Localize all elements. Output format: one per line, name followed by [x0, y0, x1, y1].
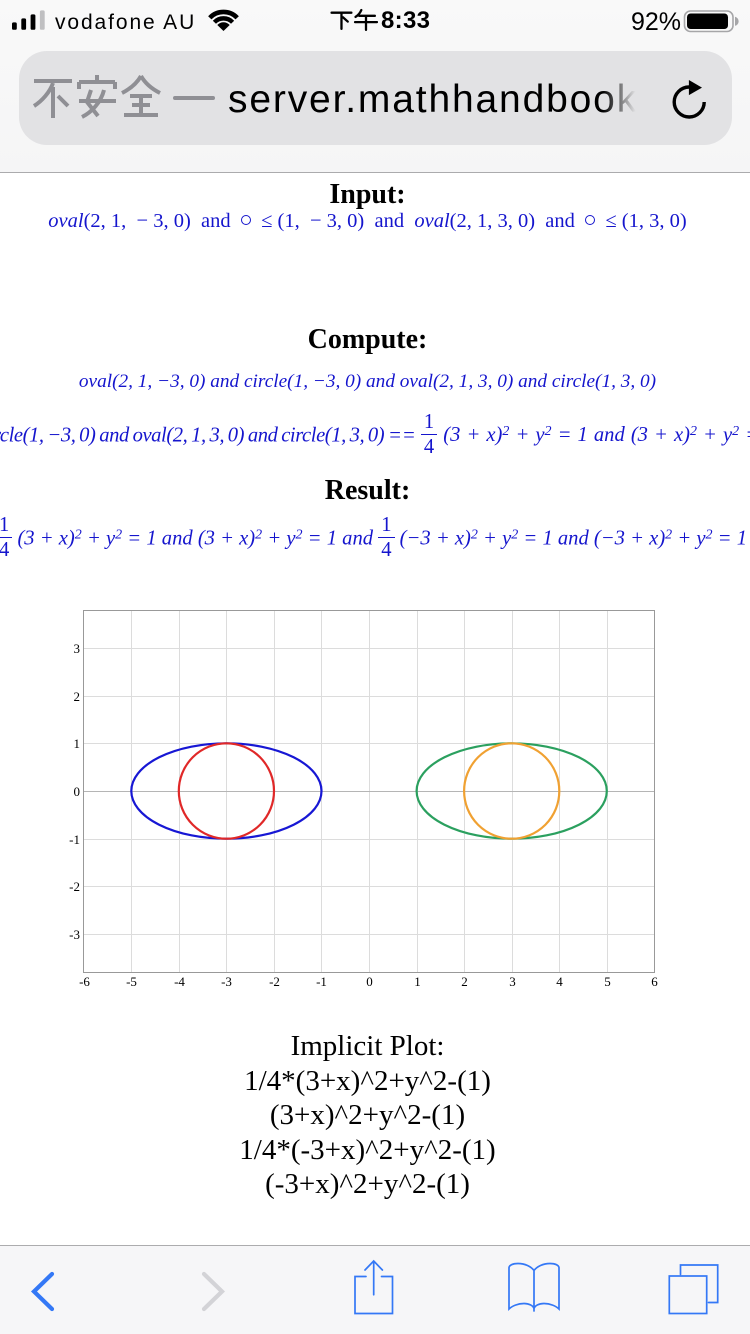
- svg-text:-1: -1: [69, 832, 80, 847]
- svg-text:5: 5: [604, 974, 611, 989]
- svg-text:2: 2: [461, 974, 468, 989]
- svg-text:1: 1: [414, 974, 421, 989]
- svg-text:-3: -3: [221, 974, 232, 989]
- svg-text:-6: -6: [79, 974, 90, 989]
- svg-text:3: 3: [74, 641, 81, 656]
- svg-text:-2: -2: [269, 974, 280, 989]
- svg-text:-5: -5: [126, 974, 137, 989]
- svg-text:6: 6: [651, 974, 658, 989]
- svg-text:-2: -2: [69, 879, 80, 894]
- svg-text:4: 4: [556, 974, 563, 989]
- svg-text:-4: -4: [174, 974, 185, 989]
- svg-text:0: 0: [366, 974, 373, 989]
- svg-text:-1: -1: [316, 974, 327, 989]
- svg-text:2: 2: [74, 689, 81, 704]
- svg-text:0: 0: [74, 784, 81, 799]
- svg-text:-3: -3: [69, 927, 80, 942]
- svg-text:3: 3: [509, 974, 516, 989]
- svg-text:1: 1: [74, 736, 81, 751]
